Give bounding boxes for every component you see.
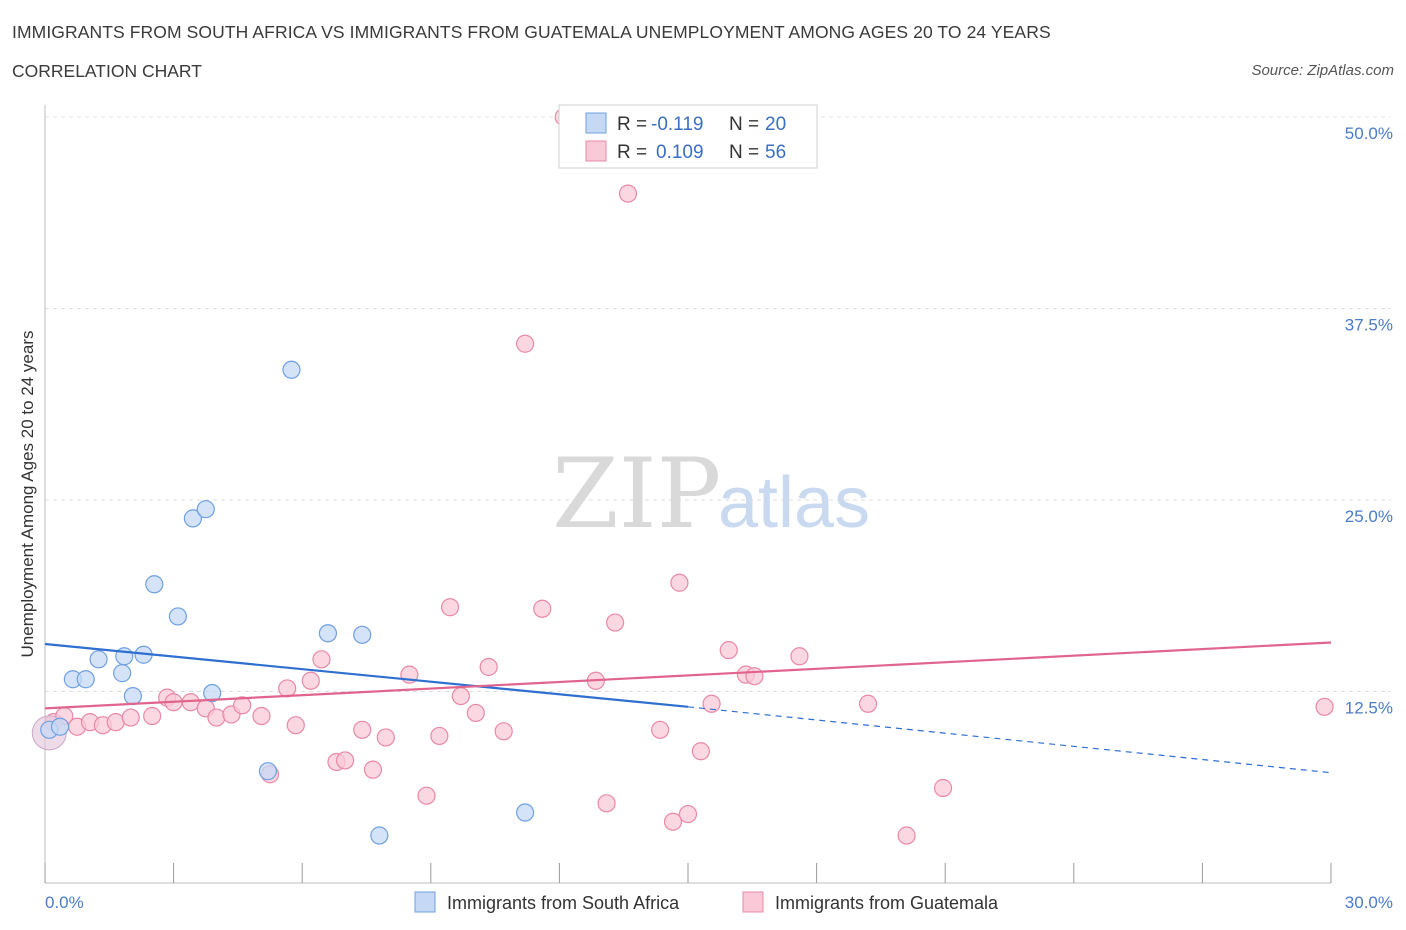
point-1-40 [618, 184, 638, 203]
legend-r-value-south-africa: -0.119 [651, 114, 703, 135]
point-1-46 [702, 694, 721, 713]
x-tick-label-max: 30.0% [1345, 893, 1393, 912]
point-0-10 [168, 607, 187, 626]
trend-line-guatemala [44, 641, 1332, 710]
chart-subtitle: CORRELATION CHART [12, 61, 202, 81]
trend-line-south-africa-extension [687, 706, 1332, 774]
legend-bottom-label-south-africa: Immigrants from South Africa [447, 893, 680, 913]
point-1-14 [233, 696, 252, 715]
point-1-38 [597, 794, 616, 813]
point-0-16 [318, 624, 338, 643]
point-1-47 [719, 641, 738, 660]
point-1-25 [376, 728, 395, 747]
point-1-50 [790, 647, 809, 666]
point-0-17 [353, 625, 372, 644]
y-tick-label-0: 12.5% [1345, 699, 1393, 718]
point-1-34 [516, 334, 535, 353]
legend-swatch-guatemala [585, 140, 607, 162]
point-0-5 [113, 664, 132, 683]
point-0-7 [123, 686, 142, 706]
gridlines [45, 116, 1391, 692]
point-1-45 [691, 742, 710, 761]
legend-bottom-label-guatemala: Immigrants from Guatemala [775, 893, 999, 913]
legend-swatch-south-africa [585, 112, 607, 134]
legend-r-value-guatemala: 0.109 [656, 142, 704, 163]
watermark-zip: ZIP [552, 438, 721, 550]
point-1-53 [933, 778, 953, 798]
point-0-14 [258, 762, 278, 781]
point-1-7 [143, 706, 162, 726]
point-1-17 [278, 679, 297, 698]
point-1-32 [479, 657, 498, 677]
point-0-13 [203, 683, 222, 703]
point-0-18 [370, 826, 389, 845]
series-guatemala-points [31, 107, 1334, 845]
point-1-28 [430, 726, 449, 746]
point-1-24 [363, 760, 383, 779]
y-tick-label-1: 25.0% [1345, 507, 1393, 526]
point-1-20 [312, 650, 331, 669]
trend-line-south-africa [44, 642, 689, 708]
point-0-19 [516, 803, 535, 822]
point-1-41 [651, 720, 670, 739]
point-0-1 [50, 717, 70, 736]
legend-n-value-guatemala: 56 [765, 142, 786, 163]
y-axis-label: Unemployment Among Ages 20 to 24 years [18, 331, 37, 658]
point-1-29 [440, 598, 460, 617]
point-1-52 [897, 826, 916, 845]
point-0-9 [145, 575, 164, 594]
point-1-23 [353, 720, 372, 739]
watermark-atlas: atlas [718, 463, 870, 543]
legend-bottom-swatch-south-africa [414, 891, 436, 913]
source-label: Source: ZipAtlas.com [1251, 62, 1394, 79]
y-tick-labels: 12.5% 25.0% 37.5% 50.0% [1345, 124, 1393, 718]
point-0-11 [183, 509, 202, 528]
legend-n-label: N = [729, 142, 759, 163]
point-1-27 [417, 786, 436, 805]
legend-series: Immigrants from South Africa Immigrants … [414, 891, 999, 913]
point-0-4 [89, 650, 108, 669]
legend-bottom-swatch-guatemala [742, 891, 764, 913]
point-1-15 [252, 706, 271, 726]
point-1-51 [858, 694, 878, 713]
point-1-12 [207, 708, 226, 727]
watermark: ZIP atlas [552, 438, 870, 550]
point-0-3 [76, 670, 95, 689]
point-1-44 [678, 804, 698, 824]
point-1-42 [663, 812, 683, 831]
point-1-19 [301, 671, 320, 690]
point-0-12 [196, 500, 215, 519]
x-tick-label-min: 0.0% [45, 893, 84, 912]
series-south-africa-points [40, 360, 535, 845]
legend-n-value-south-africa: 20 [765, 114, 786, 135]
y-tick-label-2: 37.5% [1345, 316, 1393, 335]
legend-r-label: R = [617, 114, 647, 135]
point-1-30 [451, 686, 470, 706]
legend-r-label: R = [617, 142, 647, 163]
y-tick-label-3: 50.0% [1345, 124, 1393, 143]
point-1-33 [494, 722, 513, 741]
point-1-43 [670, 573, 689, 592]
point-1-18 [286, 716, 305, 735]
point-1-31 [466, 703, 485, 723]
point-1-49 [745, 667, 764, 686]
chart-title: IMMIGRANTS FROM SOUTH AFRICA VS IMMIGRAN… [12, 22, 1051, 42]
point-1-39 [606, 613, 625, 632]
point-1-35 [533, 599, 552, 618]
point-0-15 [282, 360, 301, 379]
axes [44, 105, 1332, 884]
point-1-6 [121, 708, 140, 727]
legend-stats: R = -0.119 N = 20 R = 0.109 N = 56 [558, 104, 818, 169]
point-1-54 [1315, 697, 1334, 716]
point-1-5 [106, 713, 125, 732]
legend-n-label: N = [729, 114, 759, 135]
point-1-22 [335, 751, 355, 770]
trend-lines [44, 641, 1332, 774]
